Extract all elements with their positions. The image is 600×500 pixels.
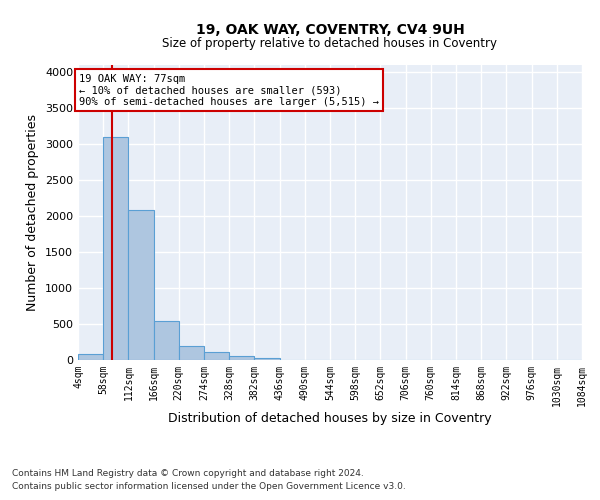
- X-axis label: Distribution of detached houses by size in Coventry: Distribution of detached houses by size …: [168, 412, 492, 424]
- Text: 19 OAK WAY: 77sqm
← 10% of detached houses are smaller (593)
90% of semi-detache: 19 OAK WAY: 77sqm ← 10% of detached hous…: [79, 74, 379, 107]
- Text: Size of property relative to detached houses in Coventry: Size of property relative to detached ho…: [163, 38, 497, 51]
- Bar: [254, 358, 280, 360]
- Bar: [204, 352, 229, 360]
- Text: Contains HM Land Registry data © Crown copyright and database right 2024.: Contains HM Land Registry data © Crown c…: [12, 468, 364, 477]
- Text: 19, OAK WAY, COVENTRY, CV4 9UH: 19, OAK WAY, COVENTRY, CV4 9UH: [196, 22, 464, 36]
- Bar: [229, 356, 254, 360]
- Y-axis label: Number of detached properties: Number of detached properties: [26, 114, 40, 311]
- Bar: [179, 346, 204, 360]
- Bar: [128, 210, 154, 360]
- Bar: [103, 137, 128, 360]
- Text: Contains public sector information licensed under the Open Government Licence v3: Contains public sector information licen…: [12, 482, 406, 491]
- Bar: [78, 354, 103, 360]
- Bar: [154, 321, 179, 360]
